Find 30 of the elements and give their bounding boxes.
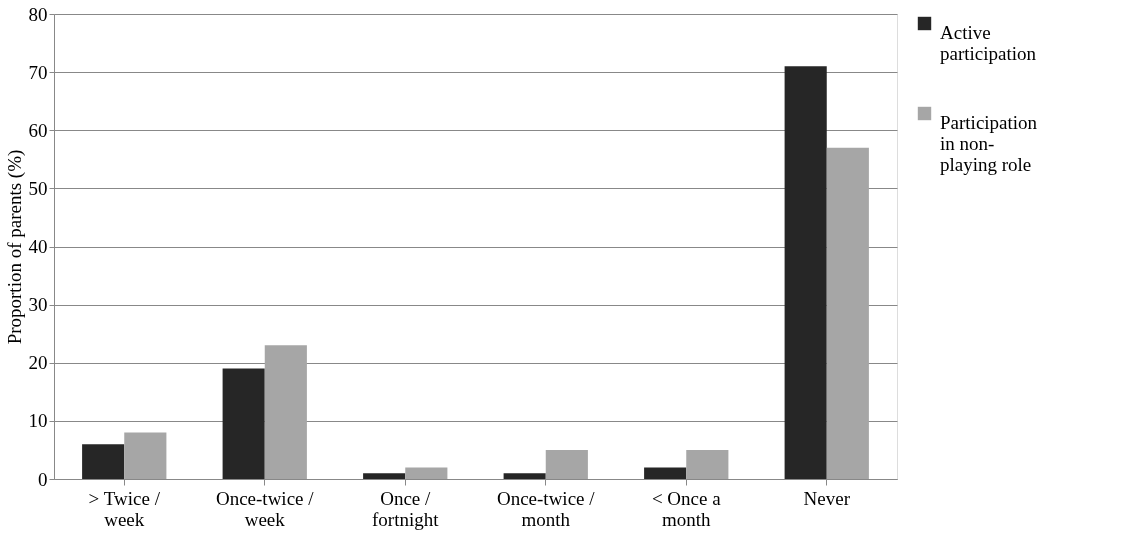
x-tick-label: Once / fortnight — [372, 487, 440, 530]
bar — [222, 368, 265, 479]
y-tick-label: 70 — [28, 61, 48, 83]
bar — [644, 467, 687, 479]
y-axis-title: Proportion of parents (%) — [3, 149, 26, 345]
bar — [545, 449, 588, 479]
legend-label: Participation in non- playing role — [940, 111, 1038, 175]
bar — [826, 147, 869, 479]
y-tick-label: 10 — [28, 410, 48, 432]
y-tick-label: 40 — [28, 236, 48, 257]
x-tick-label: Once-twice / week — [215, 487, 315, 530]
x-tick-label: Once-twice / month — [496, 487, 596, 530]
x-tick-label: > Twice / week — [88, 487, 161, 530]
y-tick-label: 20 — [28, 352, 48, 374]
y-tick-label: 50 — [28, 177, 48, 199]
bar — [686, 449, 729, 479]
x-tick-label: < Once a month — [651, 487, 722, 530]
y-tick-label: 80 — [28, 3, 48, 25]
bar — [82, 444, 125, 479]
y-tick-label: 60 — [28, 119, 48, 141]
bar — [124, 432, 167, 479]
bar — [784, 66, 827, 479]
y-tick-label: 30 — [28, 294, 48, 316]
x-tick-label: Never — [803, 487, 851, 509]
bar — [264, 345, 307, 479]
bar — [503, 473, 546, 479]
legend-label: Active participation — [940, 21, 1037, 64]
bar — [405, 467, 448, 479]
y-tick-label: 0 — [38, 468, 48, 490]
bar — [363, 473, 406, 479]
